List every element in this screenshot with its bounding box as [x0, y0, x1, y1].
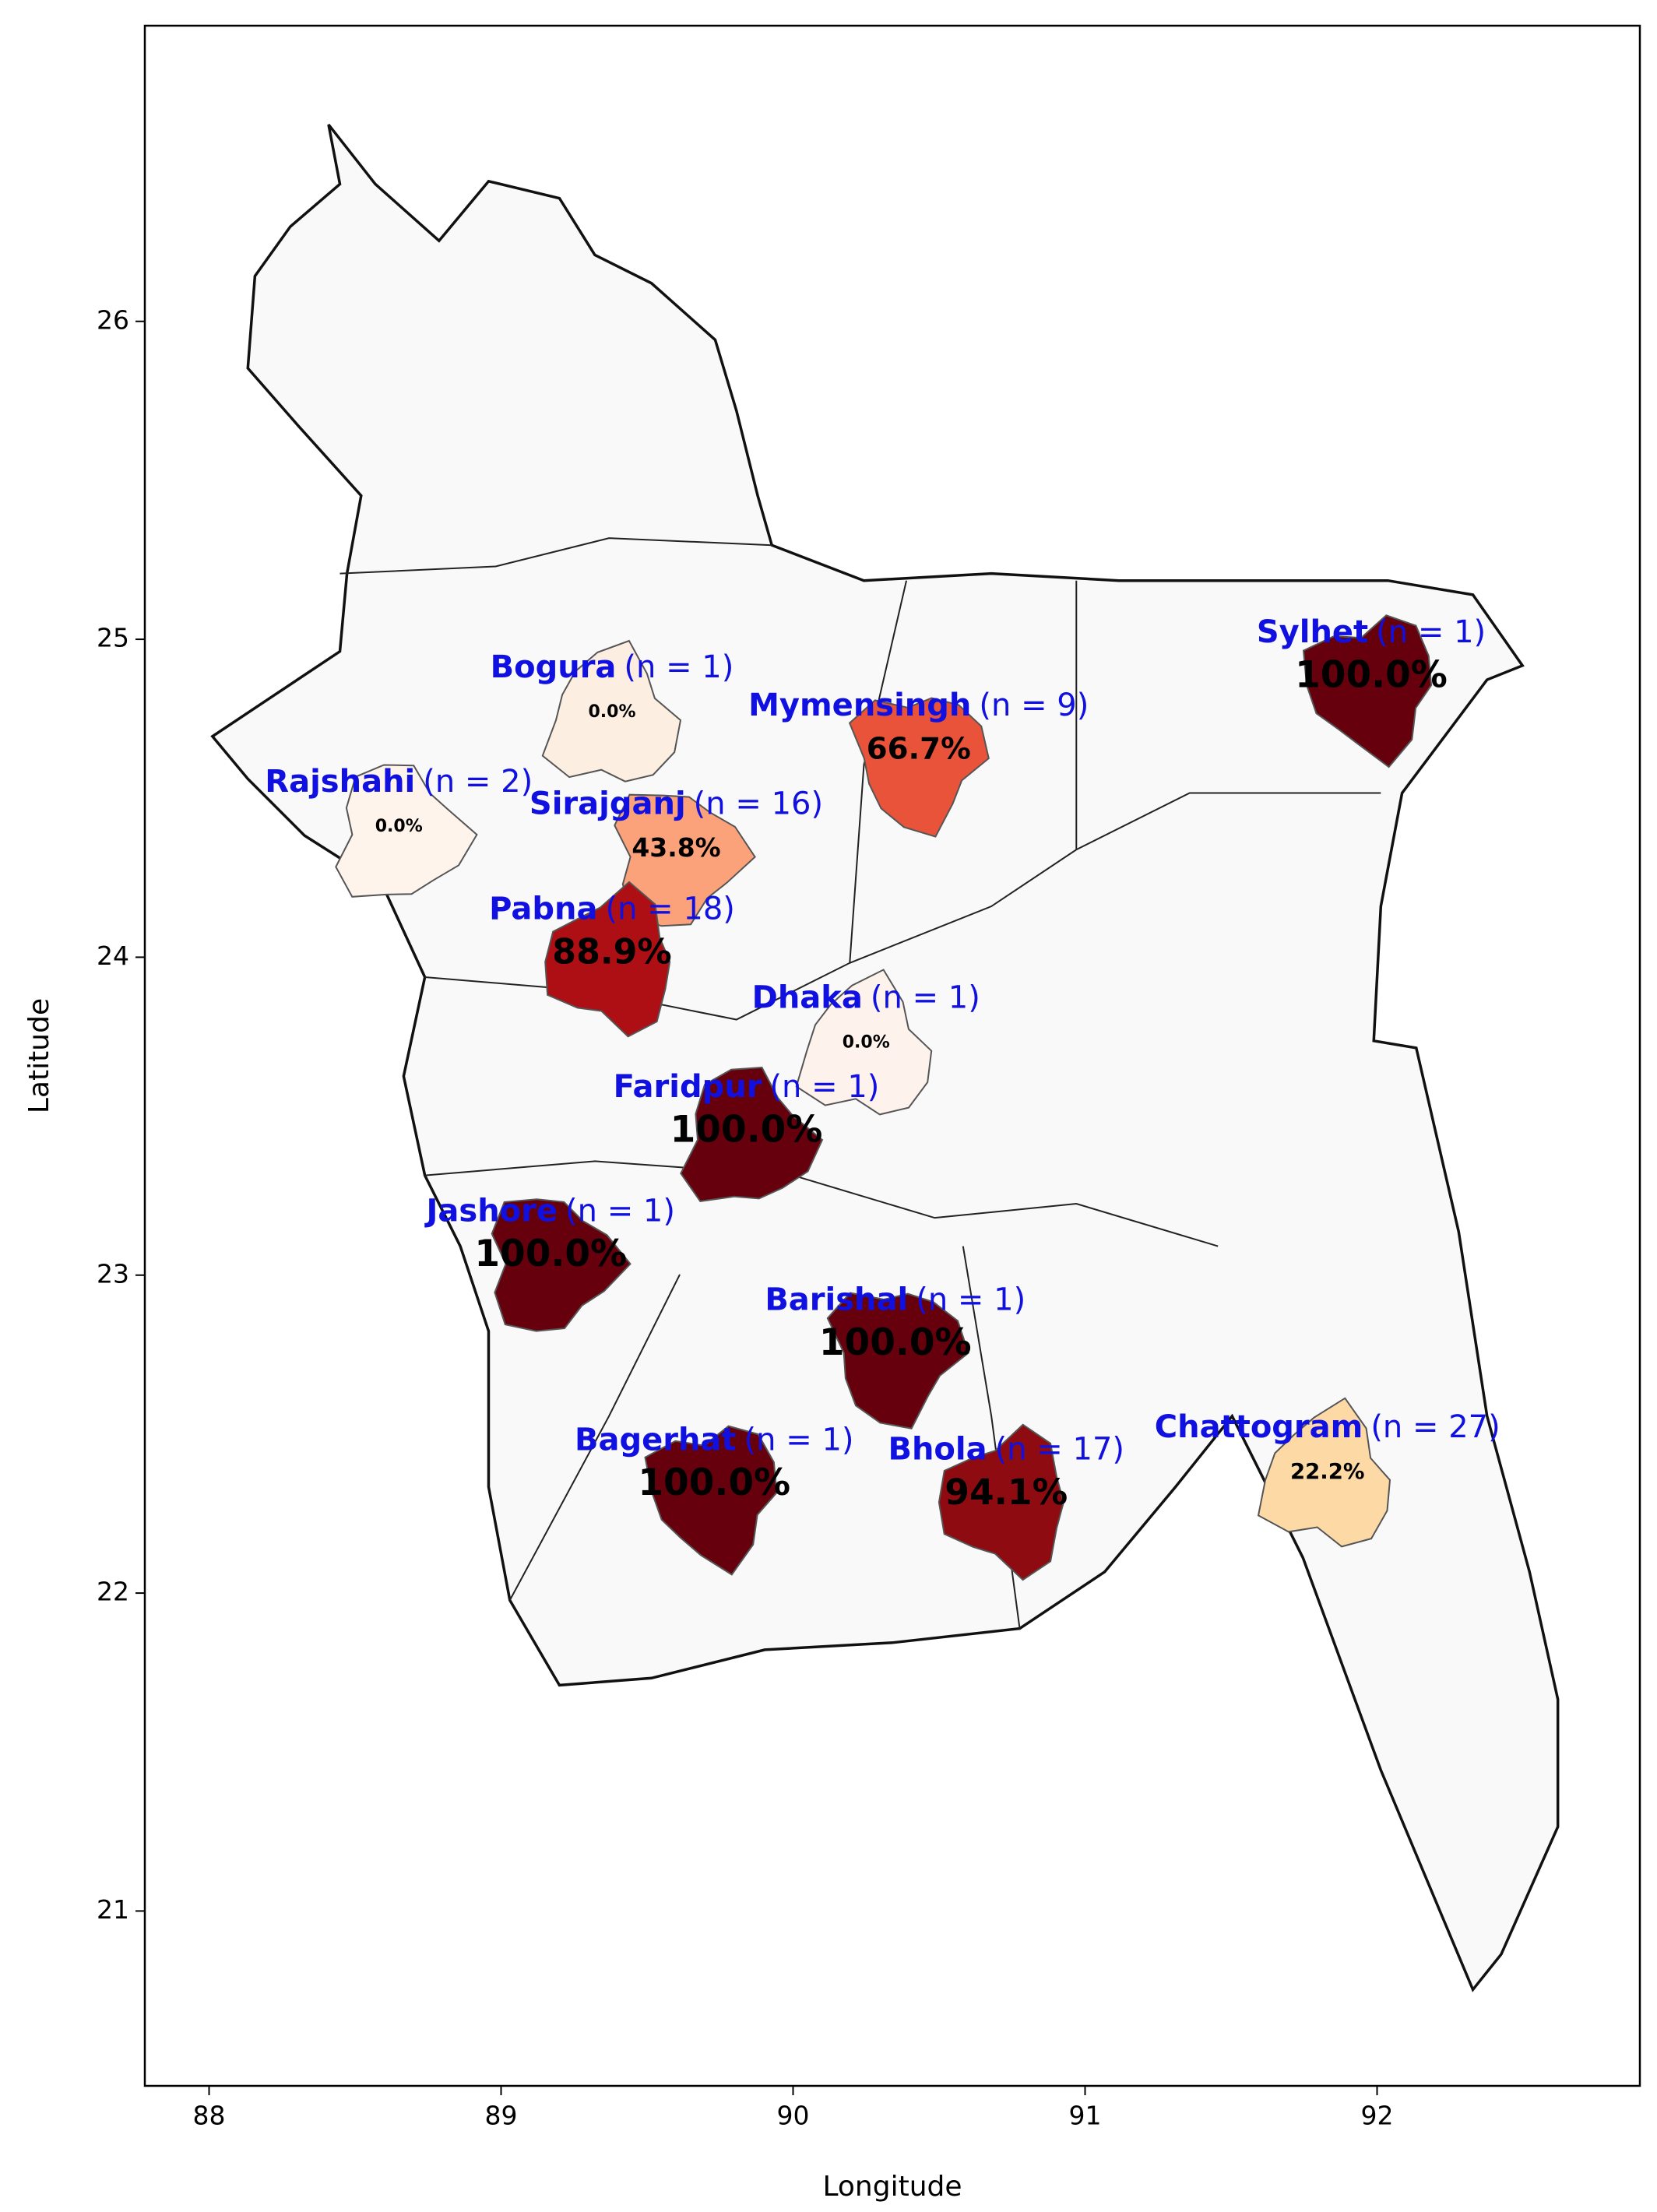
district-name: Pabna	[489, 891, 597, 927]
district-count: (n = 2)	[423, 764, 533, 800]
district-label: Bogura (n = 1)	[491, 649, 734, 685]
value-label: 100.0%	[1295, 654, 1448, 697]
value-label: 66.7%	[867, 732, 971, 767]
district-boundaries	[340, 538, 1381, 1628]
y-axis-label: Latitude	[23, 998, 55, 1113]
district	[335, 764, 478, 898]
district	[644, 1425, 778, 1576]
district-label: Mymensingh (n = 9)	[748, 688, 1089, 723]
value-label: 94.1%	[945, 1472, 1068, 1513]
district-label: Pabna (n = 18)	[489, 891, 735, 927]
district-name: Bhola	[888, 1432, 987, 1468]
value-label: 100.0%	[474, 1233, 627, 1275]
district-label: Jashore (n = 1)	[424, 1193, 675, 1229]
district-label: Faridpur (n = 1)	[614, 1069, 880, 1105]
value-label: 0.0%	[588, 702, 635, 722]
value-label: 22.2%	[1290, 1459, 1365, 1484]
district-label: Bagerhat (n = 1)	[575, 1422, 854, 1458]
district-name: Rajshahi	[265, 764, 415, 800]
district-count: (n = 1)	[916, 1282, 1026, 1318]
district-count: (n = 17)	[995, 1432, 1124, 1468]
labels: Bogura (n = 1)0.0%Rajshahi (n = 2)0.0%Sira…	[265, 614, 1500, 1513]
value-label: 43.8%	[631, 832, 720, 863]
district-name: Mymensingh	[748, 688, 971, 723]
district-name: Faridpur	[614, 1069, 762, 1105]
y-tick-label: 22	[97, 1577, 129, 1607]
y-tick-label: 23	[97, 1258, 129, 1289]
x-tick-label: 88	[193, 2101, 226, 2131]
value-label: 100.0%	[670, 1109, 823, 1152]
district-label: Bhola (n = 17)	[888, 1432, 1124, 1468]
district-name: Chattogram	[1155, 1409, 1363, 1445]
value-label: 88.9%	[552, 932, 671, 972]
district-label: Chattogram (n = 27)	[1155, 1409, 1500, 1445]
district-count: (n = 1)	[624, 649, 734, 685]
district	[491, 1198, 631, 1332]
district	[1302, 614, 1433, 768]
district-count: (n = 1)	[744, 1422, 854, 1458]
district	[826, 1292, 969, 1430]
district-label: Rajshahi (n = 2)	[265, 764, 533, 800]
district-name: Barishal	[765, 1282, 908, 1318]
district-count: (n = 1)	[769, 1069, 879, 1105]
x-tick-label: 89	[485, 2101, 518, 2131]
district	[614, 793, 756, 927]
x-axis-label: Longitude	[822, 2171, 962, 2203]
district	[544, 881, 671, 1038]
y-tick-label: 25	[97, 623, 129, 653]
district	[938, 1423, 1064, 1581]
district-name: Sylhet	[1257, 614, 1368, 650]
district-name: Sirajganj	[529, 786, 686, 822]
x-tick-label: 91	[1069, 2101, 1102, 2131]
value-label: 100.0%	[638, 1461, 790, 1504]
district	[1257, 1397, 1391, 1548]
district-name: Jashore	[424, 1193, 558, 1229]
district-count: (n = 1)	[871, 980, 980, 1016]
district-count: (n = 9)	[979, 688, 1089, 723]
district	[848, 697, 990, 838]
district-count: (n = 16)	[694, 786, 823, 822]
district-name: Dhaka	[752, 980, 863, 1016]
value-label: 0.0%	[843, 1033, 890, 1053]
district-label: Sylhet (n = 1)	[1257, 614, 1486, 650]
district-label: Dhaka (n = 1)	[752, 980, 980, 1016]
district-count: (n = 1)	[1376, 614, 1486, 650]
x-tick-label: 90	[777, 2101, 810, 2131]
y-tick-label: 24	[97, 941, 129, 971]
x-tick-label: 92	[1361, 2101, 1394, 2131]
district-name: Bagerhat	[575, 1422, 737, 1458]
y-tick-label: 26	[97, 304, 129, 335]
district-label: Barishal (n = 1)	[765, 1282, 1026, 1318]
value-label: 0.0%	[375, 817, 423, 836]
district	[795, 969, 933, 1116]
district-name: Bogura	[491, 649, 617, 685]
district-count: (n = 1)	[565, 1193, 675, 1229]
regions	[335, 614, 1433, 1581]
district	[680, 1066, 824, 1202]
district-label: Sirajganj (n = 16)	[529, 786, 823, 822]
value-label: 100.0%	[819, 1321, 972, 1364]
district	[541, 639, 682, 782]
district-count: (n = 18)	[605, 891, 734, 927]
district-count: (n = 27)	[1370, 1409, 1500, 1445]
y-tick-label: 21	[97, 1894, 129, 1925]
